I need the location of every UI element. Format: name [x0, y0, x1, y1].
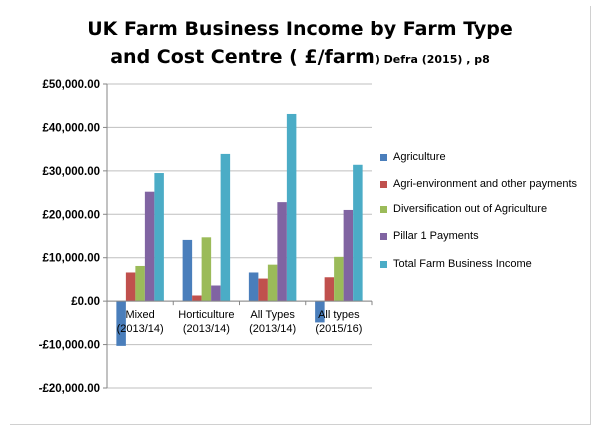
y-tick-label: £10,000.00 [42, 253, 100, 265]
y-tick-label: -£20,000.00 [39, 383, 100, 395]
legend-item: Total Farm Business Income [380, 257, 595, 271]
chart-title-main: and Cost Centre ( £/farm [110, 46, 375, 68]
x-tick-label: (2013/14) [117, 323, 164, 335]
y-tick-label: -£10,000.00 [39, 340, 100, 352]
x-tick-label: Horticulture [178, 309, 234, 321]
bar [248, 272, 259, 302]
legend-label: Pillar 1 Payments [393, 230, 479, 242]
bar [135, 265, 145, 302]
legend-swatch [380, 233, 387, 240]
chart-title-source: ) Defra (2015) , p8 [374, 53, 490, 66]
bar [154, 173, 164, 302]
x-tick-label: All types [318, 309, 360, 321]
y-tick-label: £30,000.00 [42, 166, 100, 178]
y-tick-label: £40,000.00 [42, 122, 100, 134]
legend-label: Diversification out of Agriculture [393, 203, 548, 215]
bar [125, 272, 136, 302]
x-tick-label: (2013/14) [249, 323, 296, 335]
legend-item: Agri-environment and other payments [380, 177, 595, 191]
bar [192, 295, 202, 302]
chart-legend: Agriculture Agri-environment and other pa… [380, 150, 595, 271]
legend-label: Total Farm Business Income [393, 258, 532, 270]
bar [277, 202, 287, 302]
bar [353, 164, 363, 302]
bar [258, 278, 268, 302]
chart-title-line2: and Cost Centre ( £/farm) Defra (2015) ,… [0, 46, 600, 68]
bar [220, 153, 231, 302]
bar [334, 256, 344, 302]
bar [267, 264, 278, 302]
legend-swatch [380, 154, 387, 161]
legend-item: Agriculture [380, 150, 595, 164]
legend-swatch [380, 206, 387, 213]
bar [116, 301, 126, 346]
bar [144, 191, 155, 302]
legend-item: Pillar 1 Payments [380, 229, 595, 243]
legend-item: Diversification out of Agriculture [380, 202, 595, 216]
chart-title-line1: UK Farm Business Income by Farm Type [87, 18, 513, 40]
y-tick-label: £0.00 [71, 296, 100, 308]
bar [324, 277, 335, 302]
y-tick-label: £50,000.00 [42, 79, 100, 91]
chart-frame [10, 6, 591, 425]
legend-swatch [380, 181, 387, 188]
bar [182, 239, 193, 302]
bar [211, 285, 221, 302]
x-tick-label: (2015/16) [315, 323, 362, 335]
legend-swatch [380, 261, 387, 268]
x-tick-label: All Types [250, 309, 295, 321]
legend-label: Agriculture [393, 151, 446, 163]
bar [315, 301, 325, 323]
bar [286, 113, 297, 302]
x-tick-label: Mixed [125, 309, 154, 321]
y-tick-label: £20,000.00 [42, 209, 100, 221]
legend-label: Agri-environment and other payments [393, 178, 578, 190]
bar [343, 209, 354, 302]
x-tick-label: (2013/14) [183, 323, 230, 335]
bar [201, 237, 212, 302]
